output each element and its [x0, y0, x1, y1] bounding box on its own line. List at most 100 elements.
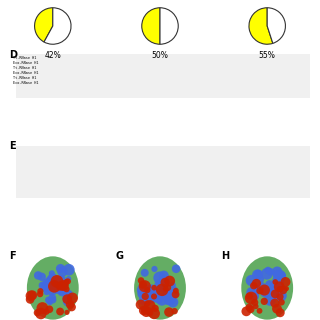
Circle shape: [55, 279, 65, 290]
Circle shape: [161, 278, 170, 287]
Circle shape: [137, 284, 149, 296]
Circle shape: [246, 293, 253, 300]
Circle shape: [136, 300, 146, 310]
Circle shape: [162, 290, 171, 299]
Circle shape: [59, 280, 68, 289]
FancyBboxPatch shape: [16, 146, 310, 198]
Circle shape: [267, 268, 274, 276]
Text: G: G: [115, 251, 123, 261]
Circle shape: [164, 288, 175, 300]
Circle shape: [274, 281, 284, 292]
Circle shape: [157, 277, 170, 289]
Circle shape: [171, 286, 178, 293]
Circle shape: [44, 289, 50, 295]
Circle shape: [251, 285, 258, 292]
Text: F: F: [10, 251, 16, 261]
Circle shape: [41, 281, 52, 292]
Circle shape: [137, 289, 148, 299]
Circle shape: [54, 285, 63, 294]
Text: Eco-RNase H1: Eco-RNase H1: [13, 81, 38, 84]
FancyBboxPatch shape: [16, 54, 310, 98]
Circle shape: [172, 265, 180, 273]
Wedge shape: [160, 8, 178, 44]
Circle shape: [48, 280, 60, 293]
Circle shape: [252, 285, 260, 293]
Circle shape: [64, 310, 69, 315]
Circle shape: [26, 291, 36, 301]
Circle shape: [63, 286, 69, 292]
Circle shape: [51, 275, 63, 288]
Circle shape: [269, 281, 281, 292]
Text: Tt-RNase H1: Tt-RNase H1: [13, 66, 36, 70]
Circle shape: [159, 295, 164, 300]
Circle shape: [259, 284, 270, 296]
Circle shape: [276, 286, 283, 292]
Wedge shape: [35, 8, 53, 42]
Circle shape: [170, 282, 176, 288]
Ellipse shape: [27, 256, 79, 320]
Circle shape: [256, 287, 264, 294]
Circle shape: [146, 309, 153, 316]
Circle shape: [144, 300, 150, 307]
Circle shape: [164, 276, 175, 286]
Text: D: D: [10, 50, 18, 60]
Text: Tt-RNase H1: Tt-RNase H1: [13, 56, 36, 60]
Circle shape: [271, 290, 280, 298]
Circle shape: [276, 308, 285, 317]
Circle shape: [272, 276, 284, 288]
Circle shape: [272, 267, 283, 277]
Circle shape: [46, 276, 55, 285]
Circle shape: [274, 270, 286, 283]
Circle shape: [37, 273, 46, 281]
Circle shape: [49, 270, 55, 276]
Circle shape: [66, 276, 71, 282]
Circle shape: [47, 273, 59, 284]
Text: H: H: [221, 251, 229, 261]
Circle shape: [58, 280, 69, 291]
Wedge shape: [142, 8, 160, 44]
Circle shape: [170, 290, 179, 298]
Circle shape: [139, 295, 149, 305]
Circle shape: [245, 292, 257, 304]
Circle shape: [268, 285, 276, 293]
Circle shape: [154, 280, 166, 292]
Circle shape: [63, 297, 73, 307]
Circle shape: [162, 290, 170, 297]
Text: Eco-RNase H1: Eco-RNase H1: [13, 61, 38, 65]
Circle shape: [46, 284, 58, 296]
Circle shape: [252, 279, 261, 288]
Circle shape: [66, 300, 75, 309]
Circle shape: [63, 264, 75, 276]
Circle shape: [56, 281, 65, 291]
Circle shape: [142, 293, 149, 300]
Circle shape: [250, 292, 259, 301]
Circle shape: [257, 308, 262, 314]
Circle shape: [265, 267, 271, 274]
Circle shape: [149, 288, 159, 298]
Circle shape: [248, 292, 253, 298]
Circle shape: [37, 288, 44, 294]
Circle shape: [46, 305, 53, 313]
Circle shape: [139, 281, 147, 289]
Circle shape: [64, 279, 69, 284]
Circle shape: [284, 286, 289, 291]
Circle shape: [273, 270, 283, 280]
Circle shape: [57, 275, 66, 284]
Circle shape: [164, 295, 175, 305]
Circle shape: [172, 308, 178, 314]
Circle shape: [172, 291, 180, 298]
Circle shape: [56, 308, 64, 316]
Circle shape: [164, 307, 174, 317]
Circle shape: [254, 270, 263, 278]
Circle shape: [65, 278, 71, 284]
Circle shape: [54, 282, 67, 294]
Circle shape: [45, 296, 52, 304]
Circle shape: [147, 284, 156, 294]
Circle shape: [34, 309, 41, 316]
Circle shape: [271, 293, 277, 300]
Circle shape: [245, 304, 253, 311]
Circle shape: [60, 282, 66, 288]
Circle shape: [63, 291, 71, 299]
Circle shape: [272, 304, 282, 314]
Text: 50%: 50%: [152, 51, 168, 60]
